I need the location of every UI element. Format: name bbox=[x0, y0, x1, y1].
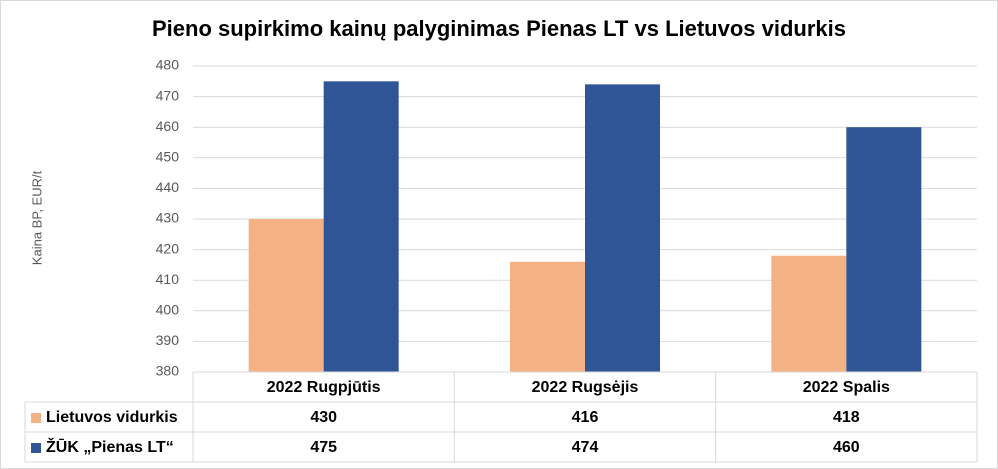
table-value: 416 bbox=[572, 409, 599, 426]
y-tick-label: 410 bbox=[156, 271, 180, 287]
legend-label: Lietuvos vidurkis bbox=[46, 409, 178, 426]
y-tick-label: 460 bbox=[156, 118, 180, 134]
bar bbox=[846, 127, 922, 372]
y-tick-label: 380 bbox=[156, 363, 180, 379]
table-value: 418 bbox=[833, 409, 860, 426]
y-tick-label: 480 bbox=[156, 57, 180, 73]
chart-title: Pieno supirkimo kainų palyginimas Pienas… bbox=[152, 16, 846, 41]
table-value: 460 bbox=[833, 439, 860, 456]
y-tick-label: 420 bbox=[156, 240, 180, 256]
y-tick-label: 390 bbox=[156, 332, 180, 348]
x-tick-label: 2022 Spalis bbox=[803, 379, 890, 396]
table-value: 474 bbox=[572, 439, 599, 456]
y-tick-label: 440 bbox=[156, 179, 180, 195]
x-tick-label: 2022 Rugpjūtis bbox=[267, 379, 381, 396]
x-tick-label: 2022 Rugsėjis bbox=[532, 379, 639, 396]
bar bbox=[510, 261, 585, 372]
table-value: 430 bbox=[310, 409, 337, 426]
legend-swatch bbox=[31, 443, 41, 453]
y-tick-label: 450 bbox=[156, 149, 180, 165]
legend-label: ŽŪK „Pienas LT“ bbox=[46, 437, 174, 456]
y-tick-label: 470 bbox=[156, 87, 180, 103]
bar bbox=[248, 219, 324, 372]
y-tick-label: 430 bbox=[156, 210, 180, 226]
legend-swatch bbox=[31, 413, 41, 423]
y-axis-label: Kaina BP, EUR/t bbox=[29, 170, 44, 265]
bar bbox=[323, 81, 399, 373]
bar bbox=[771, 255, 847, 372]
y-tick-label: 400 bbox=[156, 302, 180, 318]
table-value: 475 bbox=[310, 439, 337, 456]
bar bbox=[585, 84, 660, 373]
